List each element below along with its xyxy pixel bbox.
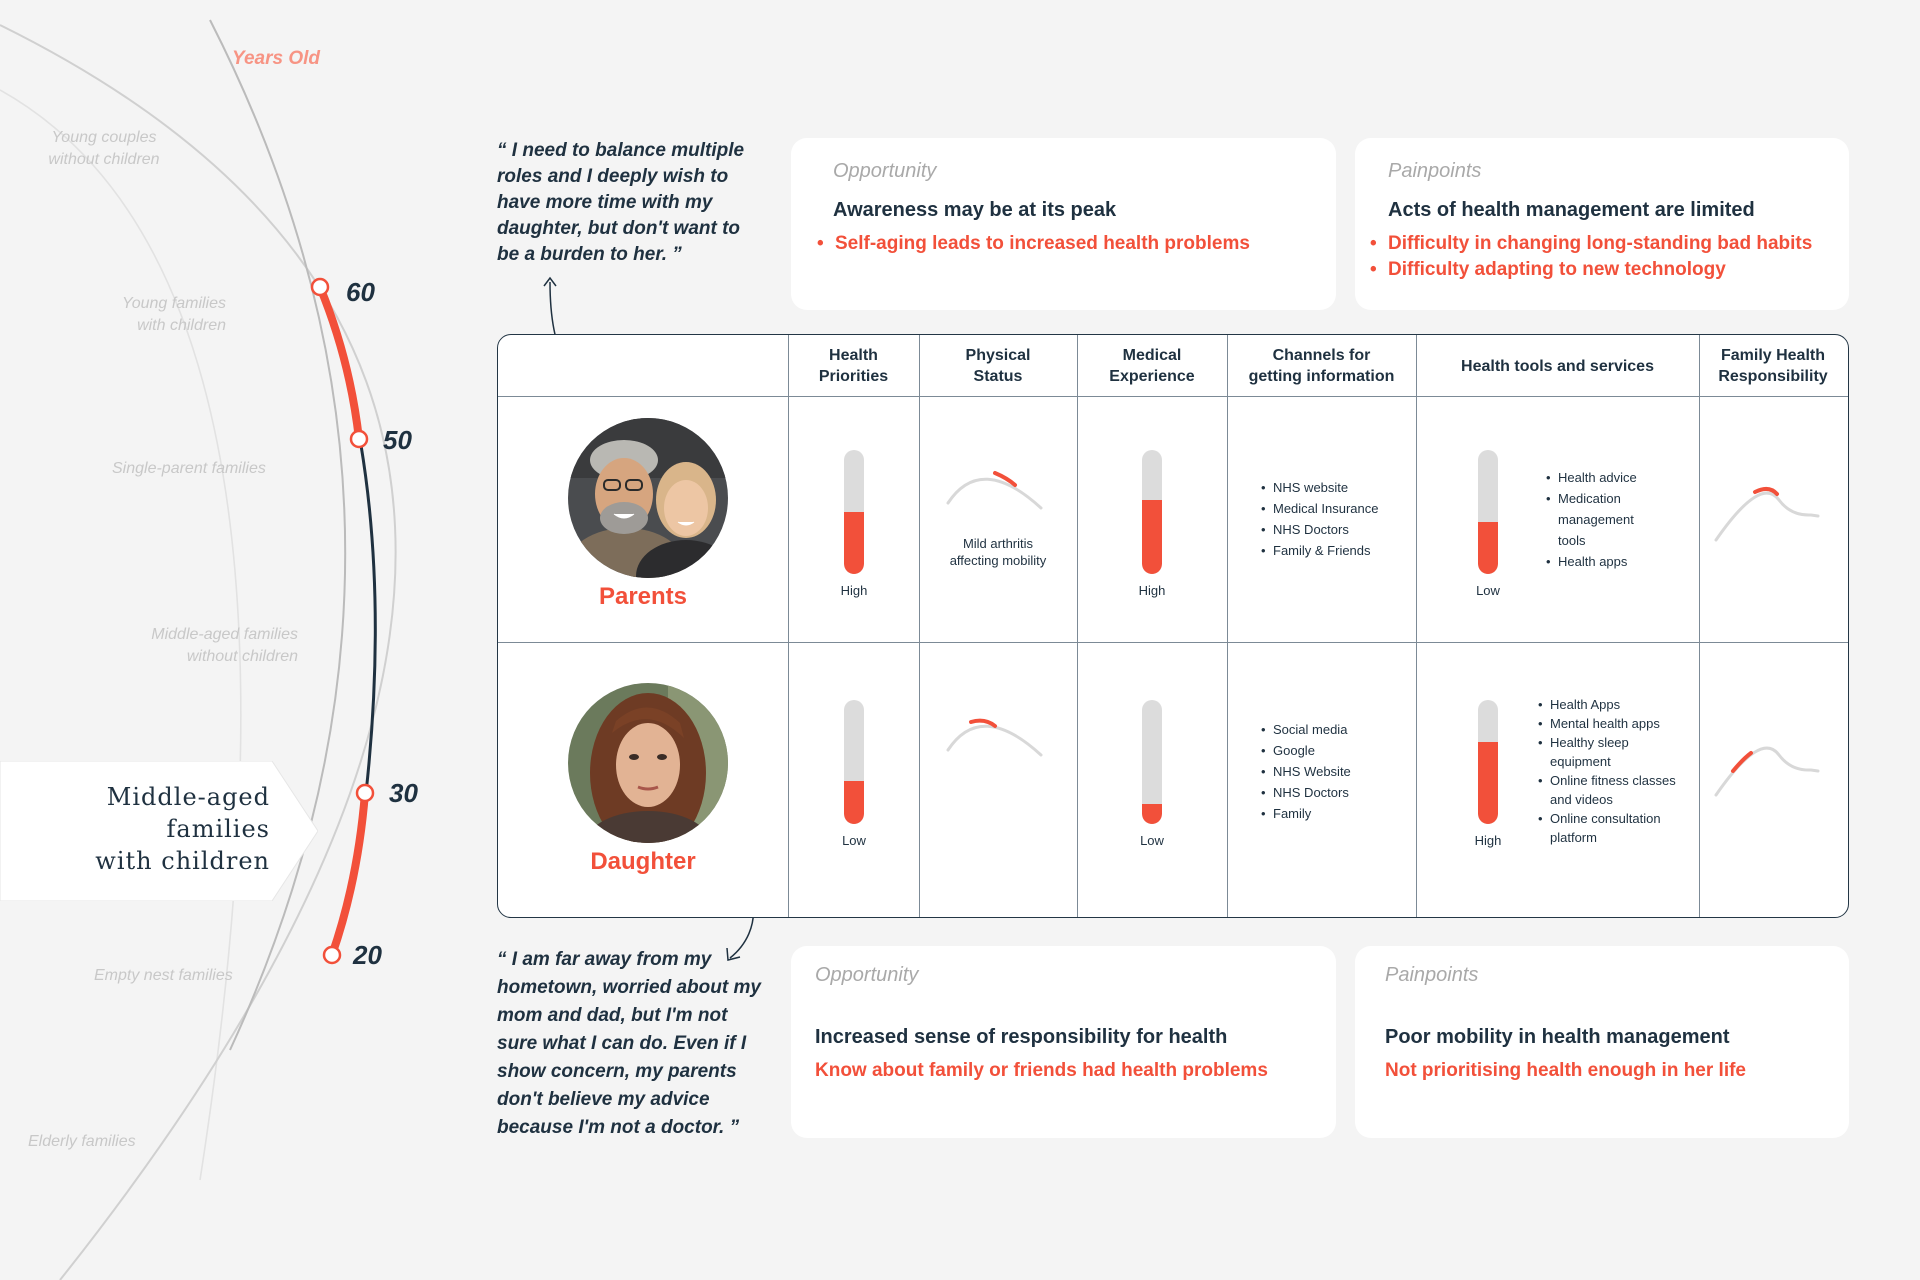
col-medical-experience: Medical Experience bbox=[1109, 347, 1195, 385]
col-physical-status: Physical Status bbox=[965, 347, 1031, 385]
parents-physical-curve bbox=[946, 471, 1043, 510]
age-marker-20 bbox=[322, 945, 342, 965]
parents-tools-list: Health advice Medication management tool… bbox=[1546, 467, 1661, 572]
parents-priority-label: High bbox=[840, 583, 868, 598]
daughter-channels-list: Social media Google NHS Website NHS Doct… bbox=[1261, 719, 1351, 824]
age-axis bbox=[209, 19, 347, 1051]
arrow-up-icon bbox=[543, 276, 557, 287]
card-point: Difficulty adapting to new technology bbox=[1370, 257, 1812, 283]
list-item: Medical Insurance bbox=[1261, 498, 1379, 519]
arrow-down-icon bbox=[726, 947, 741, 961]
parents-channels-list: NHS website Medical Insurance NHS Doctor… bbox=[1261, 477, 1379, 561]
parents-avatar bbox=[568, 418, 728, 578]
card-point-list: Difficulty in changing long-standing bad… bbox=[1370, 231, 1812, 283]
daughter-medical-label: Low bbox=[1140, 833, 1164, 848]
row-name-daughter: Daughter bbox=[590, 848, 696, 875]
daughter-avatar bbox=[568, 683, 728, 843]
age-60: 60 bbox=[346, 277, 375, 307]
parents-medical-thermometer bbox=[1142, 450, 1162, 574]
card-heading: Acts of health management are limited bbox=[1388, 199, 1755, 221]
stage-single-parent: Single-parent families bbox=[112, 460, 266, 477]
stage-middle-aged-no-children: Middle-aged families without children bbox=[151, 626, 298, 665]
card-label: Opportunity bbox=[833, 160, 937, 182]
parents-tools-label: Low bbox=[1476, 583, 1500, 598]
list-item: Health Apps bbox=[1538, 695, 1678, 714]
list-item: Google bbox=[1261, 740, 1351, 761]
card-label: Opportunity bbox=[815, 964, 919, 986]
daughter-priority-label: Low bbox=[842, 833, 866, 848]
parents-medical-label: High bbox=[1138, 583, 1166, 598]
daughter-quote: “ I am far away from my hometown, worrie… bbox=[497, 949, 761, 1138]
current-stage-text: Middle-aged families with children bbox=[48, 781, 270, 877]
col-channels: Channels for getting information bbox=[1248, 347, 1395, 385]
age-20: 20 bbox=[353, 940, 382, 970]
card-label: Painpoints bbox=[1385, 964, 1479, 986]
card-point: Not prioritising health enough in her li… bbox=[1385, 1060, 1746, 1081]
daughter-priority-thermometer bbox=[844, 700, 864, 824]
card-heading: Increased sense of responsibility for he… bbox=[815, 1026, 1228, 1048]
card-point: Difficulty in changing long-standing bad… bbox=[1370, 231, 1812, 257]
stage-young-couples: Young couples without children bbox=[48, 129, 160, 168]
daughter-responsibility-curve bbox=[1714, 746, 1820, 797]
card-point-list: Self-aging leads to increased health pro… bbox=[817, 231, 1250, 257]
current-stage-line-3: with children bbox=[95, 847, 270, 875]
list-item: Family & Friends bbox=[1261, 540, 1379, 561]
col-health-tools: Health tools and services bbox=[1461, 357, 1654, 375]
age-50: 50 bbox=[383, 425, 412, 455]
stage-empty-nest: Empty nest families bbox=[94, 967, 233, 984]
top-opportunity-card: Opportunity Awareness may be at its peak… bbox=[791, 138, 1336, 310]
list-item: NHS website bbox=[1261, 477, 1379, 498]
daughter-tools-label: High bbox=[1474, 833, 1502, 848]
list-item: NHS Doctors bbox=[1261, 782, 1351, 803]
list-item: NHS Website bbox=[1261, 761, 1351, 782]
list-item: Health advice bbox=[1546, 467, 1661, 488]
card-heading: Awareness may be at its peak bbox=[833, 199, 1117, 221]
daughter-age-range bbox=[328, 789, 369, 959]
current-stage-line-1: Middle-aged bbox=[106, 783, 270, 811]
parents-physical-note: Mild arthritis affecting mobility bbox=[949, 536, 1047, 568]
parents-responsibility-curve bbox=[1714, 487, 1820, 542]
list-item: Social media bbox=[1261, 719, 1351, 740]
list-item: Medication management tools bbox=[1546, 488, 1661, 551]
outer-arc bbox=[0, 24, 397, 1280]
age-marker-60 bbox=[310, 277, 330, 297]
card-point: Know about family or friends had health … bbox=[815, 1060, 1268, 1081]
list-item: Mental health apps bbox=[1538, 714, 1678, 733]
current-stage-tag: Middle-aged families with children bbox=[0, 761, 318, 901]
list-item: Online fitness classes and videos bbox=[1538, 771, 1678, 809]
list-item: Health apps bbox=[1546, 551, 1661, 572]
card-heading: Poor mobility in health management bbox=[1385, 1026, 1730, 1048]
card-point: Self-aging leads to increased health pro… bbox=[817, 231, 1250, 257]
daughter-tools-thermometer bbox=[1478, 700, 1498, 824]
list-item: Online consultation platform bbox=[1538, 809, 1678, 847]
years-old-label: Years Old bbox=[232, 48, 321, 69]
persona-table: Health Priorities Physical Status Medica… bbox=[497, 334, 1849, 918]
parents-priority-thermometer bbox=[844, 450, 864, 574]
age-marker-30 bbox=[355, 783, 375, 803]
stage-young-families: Young families with children bbox=[121, 295, 226, 334]
bottom-painpoints-card: Painpoints Poor mobility in health manag… bbox=[1355, 946, 1849, 1138]
inner-arc bbox=[0, 89, 242, 1181]
list-item: Family bbox=[1261, 803, 1351, 824]
age-30: 30 bbox=[389, 778, 418, 808]
top-painpoints-card: Painpoints Acts of health management are… bbox=[1355, 138, 1849, 310]
daughter-physical-curve bbox=[946, 718, 1043, 757]
bottom-opportunity-card: Opportunity Increased sense of responsib… bbox=[791, 946, 1336, 1138]
parents-age-range bbox=[316, 283, 363, 443]
card-label: Painpoints bbox=[1388, 160, 1482, 182]
col-health-priorities: Health Priorities bbox=[818, 347, 889, 385]
parents-quote: “ I need to balance multiple roles and I… bbox=[497, 140, 745, 265]
row-name-parents: Parents bbox=[598, 583, 688, 610]
parents-tools-thermometer bbox=[1478, 450, 1498, 574]
age-marker-50 bbox=[349, 429, 369, 449]
daughter-medical-thermometer bbox=[1142, 700, 1162, 824]
list-item: NHS Doctors bbox=[1261, 519, 1379, 540]
stage-elderly: Elderly families bbox=[28, 1133, 136, 1150]
daughter-tools-list: Health Apps Mental health apps Healthy s… bbox=[1538, 695, 1678, 847]
current-stage-line-2: families bbox=[166, 815, 270, 843]
list-item: Healthy sleep equipment bbox=[1538, 733, 1678, 771]
col-family-responsibility: Family Health Responsibility bbox=[1718, 347, 1828, 385]
